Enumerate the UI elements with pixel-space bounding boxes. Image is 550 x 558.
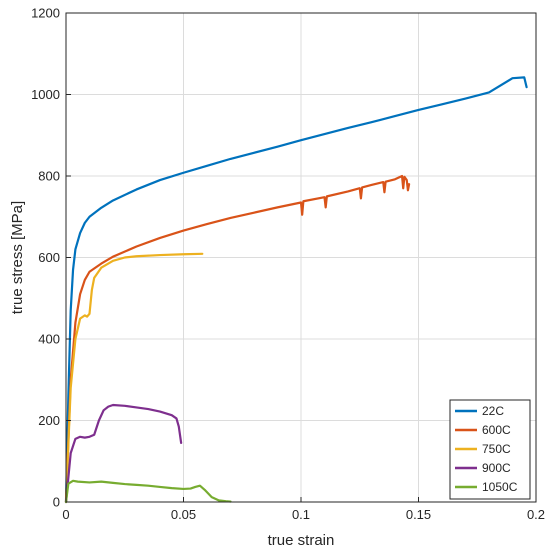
series-line-900C: [64, 403, 183, 504]
series-line-22C: [64, 76, 528, 504]
series-lines: [64, 76, 528, 504]
grid-lines: [65, 12, 537, 503]
legend-label-22C: 22C: [482, 404, 504, 418]
y-tick-label: 600: [38, 250, 60, 265]
series-line-1050C: [64, 479, 232, 504]
y-axis-title: true stress [MPa]: [9, 201, 26, 314]
x-tick-label: 0.1: [292, 507, 310, 522]
series-line-750C: [64, 252, 204, 504]
legend-label-900C: 900C: [482, 461, 511, 475]
y-tick-label: 800: [38, 169, 60, 184]
series-line-600C: [64, 174, 411, 504]
legend: 22C 600C 750C 900C 1050C: [449, 399, 531, 500]
legend-label-600C: 600C: [482, 423, 511, 437]
legend-label-750C: 750C: [482, 442, 511, 456]
x-tick-label: 0.2: [527, 507, 545, 522]
y-tick-label: 200: [38, 413, 60, 428]
x-tick-label: 0: [62, 507, 69, 522]
x-tick-label: 0.05: [171, 507, 196, 522]
y-tick-label: 1000: [31, 87, 60, 102]
y-tick-label: 1200: [31, 6, 60, 21]
y-tick-label: 0: [53, 495, 60, 510]
x-tick-label: 0.15: [406, 507, 431, 522]
legend-label-1050C: 1050C: [482, 480, 518, 494]
y-tick-label: 400: [38, 332, 60, 347]
axis-ticks: 0 0.05 0.1 0.15 0.2 0 200 400 600 800 1000 1200: [31, 6, 545, 523]
x-axis-title: true strain: [268, 532, 335, 549]
